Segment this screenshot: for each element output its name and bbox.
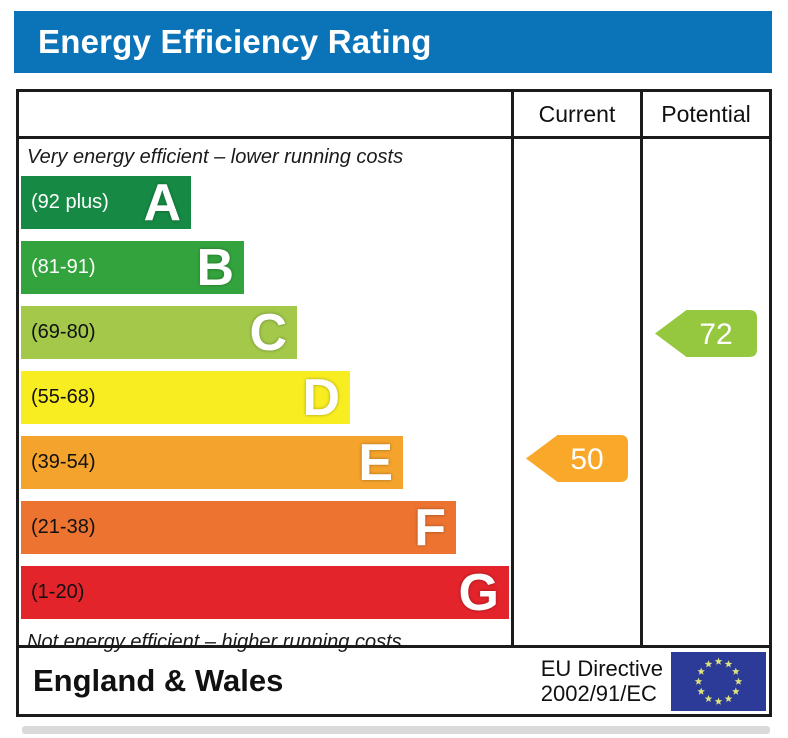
band-range: (1-20) (31, 581, 85, 603)
band-e: (39-54) E (21, 436, 403, 489)
current-rating-value: 50 (570, 443, 603, 476)
bottom-caption: Not energy efficient – higher running co… (27, 631, 402, 653)
band-letter: A (143, 173, 181, 232)
eu-directive-label: EU Directive 2002/91/EC (541, 656, 663, 707)
potential-rating-value: 72 (699, 318, 732, 351)
band-range: (69-80) (31, 321, 96, 343)
potential-column-header: Potential (640, 92, 769, 136)
potential-column: 72 (640, 139, 769, 645)
top-caption: Very energy efficient – lower running co… (27, 146, 404, 168)
eu-directive-line2: 2002/91/EC (540, 681, 657, 706)
band-a: (92 plus) A (21, 176, 191, 229)
current-rating-arrow: 50 (526, 435, 628, 482)
band-range: (55-68) (31, 386, 96, 408)
band-range: (21-38) (31, 516, 96, 538)
band-d: (55-68) D (21, 371, 350, 424)
title-bar: Energy Efficiency Rating (14, 11, 772, 73)
eu-flag-icon (671, 651, 766, 711)
rating-table: Current Potential Very energy efficient … (16, 89, 772, 717)
potential-rating-arrow: 72 (655, 310, 757, 357)
drop-shadow (22, 726, 770, 734)
eu-directive-line1: EU Directive (540, 655, 663, 681)
rating-scale: Very energy efficient – lower running co… (19, 139, 511, 653)
rating-scale-header-cell (19, 92, 511, 136)
band-letter: D (302, 368, 340, 427)
band-f: (21-38) F (21, 501, 456, 554)
current-column: 50 (511, 139, 640, 645)
band-letter: E (358, 433, 393, 492)
current-arrow-shape (526, 435, 628, 482)
band-g: (1-20) G (21, 566, 509, 619)
band-letter: B (196, 238, 234, 297)
table-header-row: Current Potential (19, 92, 769, 139)
band-range: (39-54) (31, 451, 96, 473)
table-footer: England & Wales EU Directive 2002/91/EC (19, 645, 769, 714)
band-letter: G (458, 563, 499, 622)
band-range: (92 plus) (31, 191, 109, 213)
band-letter: C (249, 303, 287, 362)
band-range: (81-91) (31, 256, 96, 278)
region-label: England & Wales (33, 663, 284, 698)
page-title: Energy Efficiency Rating (38, 23, 432, 60)
band-c: (69-80) C (21, 306, 297, 359)
potential-arrow-shape (655, 310, 757, 357)
band-letter: F (414, 498, 446, 557)
band-b: (81-91) B (21, 241, 244, 294)
current-column-header: Current (511, 92, 640, 136)
table-body: Very energy efficient – lower running co… (19, 139, 769, 653)
